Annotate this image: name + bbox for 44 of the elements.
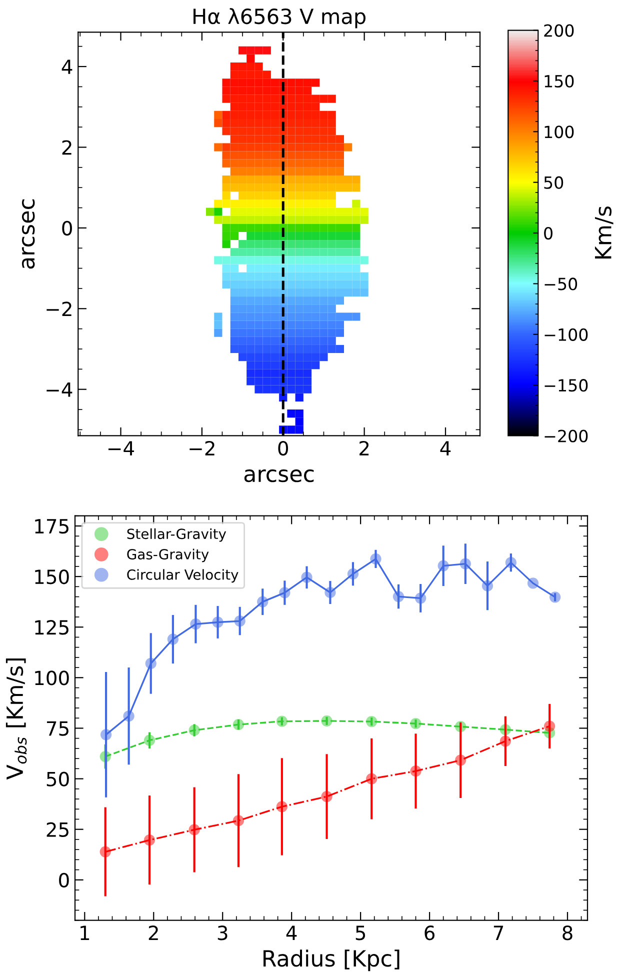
color-bar-label: −100 (544, 328, 588, 341)
color-bar-label: 200 (544, 24, 574, 37)
x-axis-title: arcsec (244, 469, 314, 482)
x-axis-title: Radius [Kpc] (264, 950, 400, 972)
y-tick-label: 100 (35, 670, 69, 686)
color-bar-label: −200 (544, 430, 588, 442)
x-tick-label: 4 (440, 441, 451, 456)
y-tick-label: 0 (59, 872, 69, 888)
x-tick-label: 8 (562, 926, 572, 940)
x-tick-label: 2 (360, 440, 369, 456)
x-tick-label: −2 (190, 440, 214, 456)
color-bar-label: 150 (544, 74, 574, 88)
x-tick-label: 1 (80, 926, 90, 940)
x-tick-label: 5 (356, 926, 366, 940)
color-bar-label: 100 (544, 126, 574, 138)
y-tick-label: 75 (46, 721, 68, 736)
color-bar-label: −50 (544, 278, 578, 290)
x-tick-label: 4 (286, 926, 297, 940)
y-axis-title: arcsec (22, 199, 35, 269)
x-tick-label: 0 (278, 440, 288, 456)
y-tick-label: 50 (46, 772, 69, 786)
x-tick-label: 2 (148, 926, 158, 940)
color-bar-title: Km/s (595, 206, 614, 258)
color-bar-label: −150 (544, 379, 588, 392)
y-tick-label: 25 (46, 822, 68, 837)
legend-label: Gas-Gravity (127, 548, 209, 562)
y-tick-label: 175 (35, 519, 68, 534)
color-bar-label: 50 (544, 176, 564, 189)
x-tick-label: 7 (494, 926, 504, 940)
chart-title: Hα λ6563 V map (194, 8, 366, 28)
y-tick-label: 4 (62, 60, 72, 74)
y-tick-label: 0 (62, 220, 72, 236)
y-tick-label: 125 (35, 620, 68, 635)
color-bar-label: 0 (544, 226, 552, 240)
y-tick-label: 2 (62, 140, 72, 155)
legend-label: Stellar-Gravity (127, 528, 226, 542)
legend-label: Circular Velocity (127, 569, 238, 583)
y-tick-label: −4 (46, 382, 72, 397)
x-tick-label: −4 (108, 441, 134, 456)
y-axis-title: V$_{obs}$ [Km/s] (6, 658, 27, 780)
x-tick-label: 6 (424, 926, 435, 940)
y-tick-label: −2 (46, 302, 72, 316)
x-tick-label: 3 (218, 926, 228, 940)
y-tick-label: 150 (35, 569, 69, 584)
